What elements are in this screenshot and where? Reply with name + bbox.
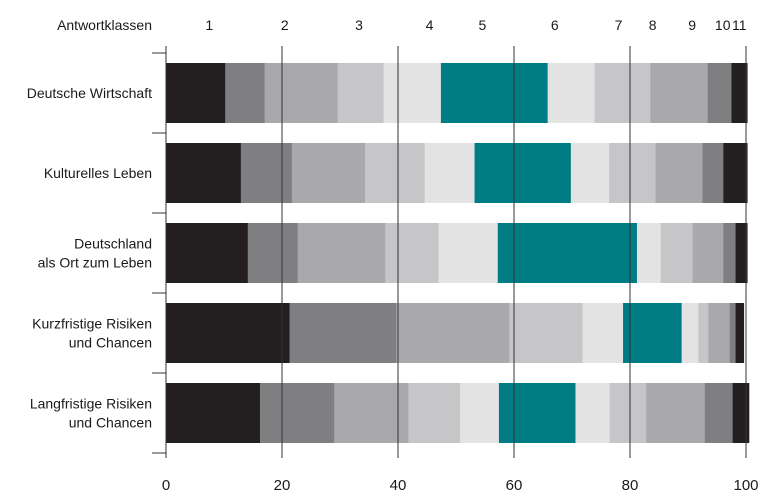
legend-class-label-7: 7	[615, 17, 623, 33]
bar-segment	[240, 143, 293, 203]
bar-segment	[424, 143, 475, 203]
bar-segment	[247, 223, 299, 283]
bar-segment	[291, 143, 366, 203]
x-tick-labels: 0 20 40 60 80 100	[162, 477, 759, 494]
bar-segment	[582, 303, 624, 363]
bar-segment	[497, 223, 638, 283]
bar-segment	[509, 303, 583, 363]
bar-segment	[707, 63, 732, 123]
bar-segment	[264, 63, 339, 123]
axes	[152, 46, 747, 458]
bar-segment	[440, 63, 549, 123]
legend-class-label-6: 6	[551, 17, 559, 33]
bar-segment	[723, 223, 736, 283]
bar-segment	[547, 63, 596, 123]
bar-segment	[474, 143, 572, 203]
bar-segment	[702, 143, 724, 203]
legend-class-labels: 1 2 3 4 5 6 7 8 9 10 11	[205, 17, 746, 33]
legend-class-label-2: 2	[281, 17, 289, 33]
bar-segment	[289, 303, 397, 363]
category-labels: Deutsche Wirtschaft Kulturelles Leben Deut…	[27, 85, 152, 431]
category-label: Kurzfristige Risiken	[32, 316, 152, 332]
bar-segment	[337, 63, 384, 123]
bar-segment	[681, 303, 699, 363]
bar-segment	[364, 143, 426, 203]
bar-segment	[166, 223, 249, 283]
legend-class-label-11: 11	[732, 17, 747, 33]
bar-segment	[636, 223, 662, 283]
category-label: Deutschland	[74, 236, 152, 252]
bar-segment	[655, 143, 703, 203]
x-tick-label: 20	[274, 477, 291, 494]
bar-segment	[460, 383, 500, 443]
bar-segment	[623, 303, 683, 363]
bar-segment	[396, 303, 510, 363]
bar-segment	[729, 303, 736, 363]
bar-segment	[408, 383, 461, 443]
bar-segment	[334, 383, 409, 443]
bar-segment	[735, 303, 745, 363]
bar-segment	[704, 383, 734, 443]
legend-class-label-3: 3	[355, 17, 363, 33]
x-tick-label: 40	[390, 477, 407, 494]
bar-segment	[735, 223, 748, 283]
legend-class-label-8: 8	[649, 17, 657, 33]
bar-segment	[650, 63, 709, 123]
legend-class-label-9: 9	[688, 17, 696, 33]
bar-segment	[259, 383, 335, 443]
category-label: Deutsche Wirtschaft	[27, 85, 152, 101]
x-tick-label: 0	[162, 477, 170, 494]
category-label: Kulturelles Leben	[44, 165, 152, 181]
legend-class-label-10: 10	[715, 17, 731, 33]
bar-segment	[438, 223, 499, 283]
bar-segment	[698, 303, 709, 363]
category-label: Langfristige Risiken	[30, 396, 152, 412]
bar-segment	[297, 223, 386, 283]
bar-segment	[660, 223, 694, 283]
bar-segment	[498, 383, 576, 443]
bar-segment	[732, 383, 750, 443]
bar-segment	[646, 383, 706, 443]
bar-segment	[570, 143, 610, 203]
bar-segment	[166, 63, 226, 123]
category-label: und Chancen	[69, 415, 152, 431]
bar-segment	[166, 303, 290, 363]
bar-series	[166, 63, 750, 443]
category-label: als Ort zum Leben	[38, 255, 152, 271]
bar-segment	[575, 383, 611, 443]
bar-segment	[731, 63, 748, 123]
category-label: und Chancen	[69, 335, 152, 351]
bar-segment	[723, 143, 748, 203]
bar-segment	[609, 143, 656, 203]
bar-segment	[383, 63, 442, 123]
bar-segment	[708, 303, 731, 363]
x-tick-label: 60	[506, 477, 523, 494]
legend-title: Antwortklassen	[57, 17, 152, 33]
bar-segment	[225, 63, 265, 123]
bar-segment	[692, 223, 724, 283]
legend-class-label-4: 4	[426, 17, 434, 33]
x-tick-label: 100	[733, 477, 758, 494]
x-tick-label: 80	[622, 477, 639, 494]
legend-class-label-5: 5	[479, 17, 487, 33]
legend-class-label-1: 1	[205, 17, 213, 33]
bar-segment	[166, 143, 242, 203]
bar-segment	[594, 63, 651, 123]
bar-segment	[609, 383, 647, 443]
bar-segment	[385, 223, 439, 283]
bar-segment	[166, 383, 261, 443]
